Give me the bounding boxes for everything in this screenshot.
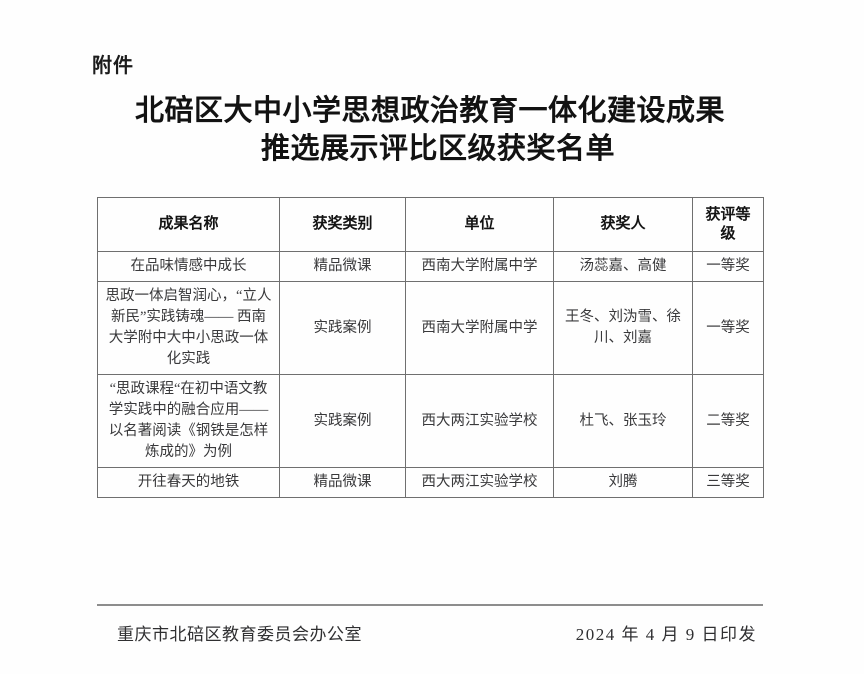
page-title: 北碚区大中小学思想政治教育一体化建设成果 推选展示评比区级获奖名单 [97, 92, 763, 168]
table-row: “思政课程“在初中语文教学实践中的融合应用——以名著阅读《钢铁是怎样炼成的》为例… [97, 374, 764, 468]
attachment-label: 附件 [92, 55, 134, 77]
column-header-category: 获奖类别 [279, 197, 406, 252]
column-header-name: 成果名称 [97, 197, 280, 252]
cell-name: 思政一体启智润心，“立人新民”实践铸魂—— 西南大学附中大中小思政一体化实践 [97, 281, 280, 375]
cell-unit: 西大两江实验学校 [405, 374, 554, 468]
award-list-table: 成果名称 获奖类别 单位 获奖人 获评等级 在品味情感中成长 精品微课 西南大学… [97, 197, 764, 498]
table-row: 思政一体启智润心，“立人新民”实践铸魂—— 西南大学附中大中小思政一体化实践 实… [97, 281, 764, 375]
page-title-line-1: 北碚区大中小学思想政治教育一体化建设成果 [134, 95, 725, 127]
footer: 重庆市北碚区教育委员会办公室 2024 年 4 月 9 日印发 [97, 620, 763, 645]
table-row: 在品味情感中成长 精品微课 西南大学附属中学 汤蕊嘉、高健 一等奖 [97, 251, 764, 282]
footer-divider [97, 604, 763, 606]
cell-name: “思政课程“在初中语文教学实践中的融合应用——以名著阅读《钢铁是怎样炼成的》为例 [97, 374, 280, 468]
cell-category: 精品微课 [279, 467, 406, 498]
cell-category: 实践案例 [279, 374, 406, 468]
cell-person: 王冬、刘沩雪、徐川、刘嘉 [553, 281, 693, 375]
column-header-grade: 获评等级 [692, 197, 764, 252]
cell-unit: 西南大学附属中学 [405, 251, 554, 282]
cell-grade: 二等奖 [692, 374, 764, 468]
cell-category: 精品微课 [279, 251, 406, 282]
cell-grade: 三等奖 [692, 467, 764, 498]
footer-issue-date: 2024 年 4 月 9 日印发 [575, 625, 757, 644]
footer-issuing-office: 重庆市北碚区教育委员会办公室 [117, 625, 362, 644]
column-header-unit: 单位 [405, 197, 554, 252]
column-header-person: 获奖人 [553, 197, 693, 252]
cell-grade: 一等奖 [692, 281, 764, 375]
table-row: 开往春天的地铁 精品微课 西大两江实验学校 刘腾 三等奖 [97, 467, 764, 498]
cell-person: 杜飞、张玉玲 [553, 374, 693, 468]
cell-grade: 一等奖 [692, 251, 764, 282]
table-header-row: 成果名称 获奖类别 单位 获奖人 获评等级 [97, 197, 764, 252]
cell-name: 在品味情感中成长 [97, 251, 280, 282]
cell-category: 实践案例 [279, 281, 406, 375]
cell-person: 刘腾 [553, 467, 693, 498]
cell-unit: 西南大学附属中学 [405, 281, 554, 375]
page-title-line-2: 推选展示评比区级获奖名单 [260, 133, 615, 165]
cell-unit: 西大两江实验学校 [405, 467, 554, 498]
cell-name: 开往春天的地铁 [97, 467, 280, 498]
cell-person: 汤蕊嘉、高健 [553, 251, 693, 282]
